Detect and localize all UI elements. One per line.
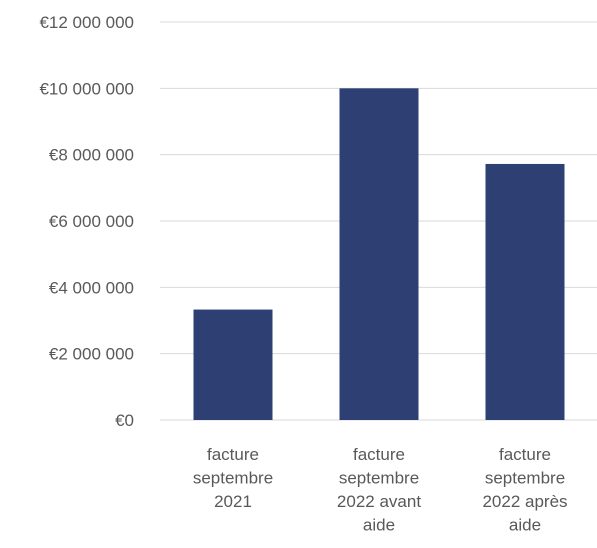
bar (339, 88, 419, 420)
x-axis-category-labels: facture septembre 2021 facture septembre 2022… (193, 445, 568, 535)
x-category-label-line: facture (207, 445, 259, 464)
x-category-label: facture septembre 2022 après aide (482, 445, 567, 535)
bars (193, 88, 565, 420)
x-category-label-line: 2022 après (482, 492, 567, 511)
bar (485, 163, 565, 420)
x-category-label-line: 2021 (214, 492, 252, 511)
x-category-label-line: septembre (339, 469, 419, 488)
x-category-label-line: facture (353, 445, 405, 464)
y-tick-label: €6 000 000 (49, 212, 134, 231)
y-tick-label: €4 000 000 (49, 278, 134, 297)
x-category-label-line: facture (499, 445, 551, 464)
y-tick-label: €2 000 000 (49, 345, 134, 364)
y-tick-label: €0 (115, 411, 134, 430)
x-category-label-line: aide (509, 516, 541, 535)
x-category-label-line: septembre (485, 469, 565, 488)
y-tick-label: €12 000 000 (39, 13, 134, 32)
x-category-label: facture septembre 2022 avant aide (337, 445, 421, 535)
x-category-label: facture septembre 2021 (193, 445, 273, 511)
x-category-label-line: 2022 avant (337, 492, 421, 511)
y-tick-label: €10 000 000 (39, 79, 134, 98)
y-tick-label: €8 000 000 (49, 146, 134, 165)
bar (193, 309, 273, 420)
x-category-label-line: aide (363, 516, 395, 535)
x-category-label-line: septembre (193, 469, 273, 488)
y-axis-tick-labels: €0 €2 000 000 €4 000 000 €6 000 000 €8 000 0… (39, 13, 134, 430)
